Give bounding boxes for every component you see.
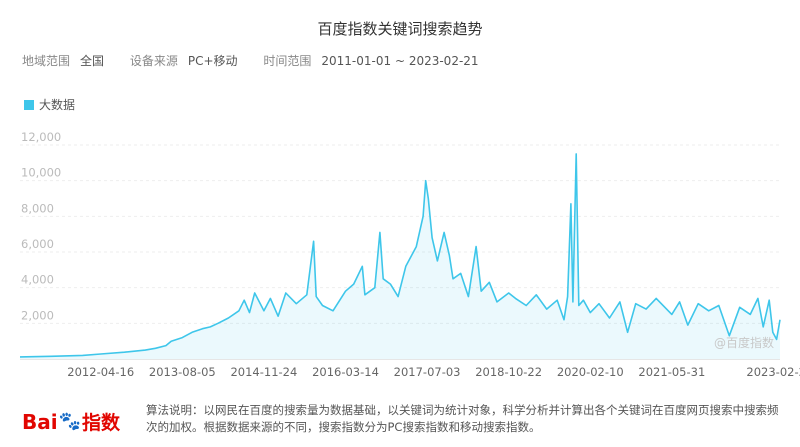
x-tick-label: 2018-10-22: [475, 365, 542, 379]
y-tick-label: 8,000: [21, 201, 54, 215]
chart-title: 百度指数关键词搜索趋势: [0, 18, 800, 39]
y-tick-label: 2,000: [21, 308, 54, 322]
trend-chart[interactable]: 2,000 4,000 6,000 8,000 10,000 12,000 2012-04…: [0, 130, 800, 390]
y-tick-label: 6,000: [21, 237, 54, 251]
legend-swatch: [24, 100, 34, 110]
filter-device-label: 设备来源: [130, 54, 178, 68]
legend-label: 大数据: [39, 96, 75, 113]
filter-time-label: 时间范围: [263, 54, 311, 68]
series-area: [20, 154, 780, 359]
paw-icon: 🐾: [59, 411, 81, 432]
algorithm-note: 算法说明：以网民在百度的搜索量为数据基础，以关键词为统计对象，科学分析并计算出各…: [146, 402, 786, 436]
y-tick-label: 10,000: [21, 166, 61, 180]
filter-device[interactable]: 设备来源 PC+移动: [130, 52, 238, 69]
x-tick-label: 2013-08-05: [149, 365, 216, 379]
y-tick-label: 12,000: [21, 130, 61, 144]
filter-device-value: PC+移动: [188, 54, 238, 68]
filter-time[interactable]: 时间范围 2011-01-01 ~ 2023-02-21: [263, 52, 478, 69]
filter-bar: 地域范围 全国 设备来源 PC+移动 时间范围 2011-01-01 ~ 2023-0…: [22, 52, 501, 69]
logo-bai: Bai: [22, 410, 58, 434]
filter-region-label: 地域范围: [22, 54, 70, 68]
filter-region-value: 全国: [80, 54, 104, 68]
watermark: @百度指数: [714, 335, 774, 350]
x-tick-label: 2021-05-31: [638, 365, 705, 379]
x-tick-label: 2014-11-24: [230, 365, 297, 379]
x-tick-label: 2020-02-10: [557, 365, 624, 379]
y-tick-label: 4,000: [21, 273, 54, 287]
x-tick-label: 2012-04-16: [67, 365, 134, 379]
x-axis: 2012-04-16 2013-08-05 2014-11-24 2016-03-14…: [67, 365, 800, 379]
logo-zhishu: 指数: [82, 408, 120, 435]
filter-region[interactable]: 地域范围 全国: [22, 52, 104, 69]
filter-time-value: 2011-01-01 ~ 2023-02-21: [321, 54, 478, 68]
x-tick-label: 2017-07-03: [394, 365, 461, 379]
baidu-index-logo[interactable]: Bai 🐾 指数: [22, 408, 120, 435]
y-axis: 2,000 4,000 6,000 8,000 10,000 12,000: [21, 130, 61, 322]
x-tick-label: 2016-03-14: [312, 365, 379, 379]
x-tick-label: 2023-02-20: [746, 365, 800, 379]
legend[interactable]: 大数据: [24, 96, 75, 113]
footer: Bai 🐾 指数 算法说明：以网民在百度的搜索量为数据基础，以关键词为统计对象，…: [0, 390, 800, 447]
